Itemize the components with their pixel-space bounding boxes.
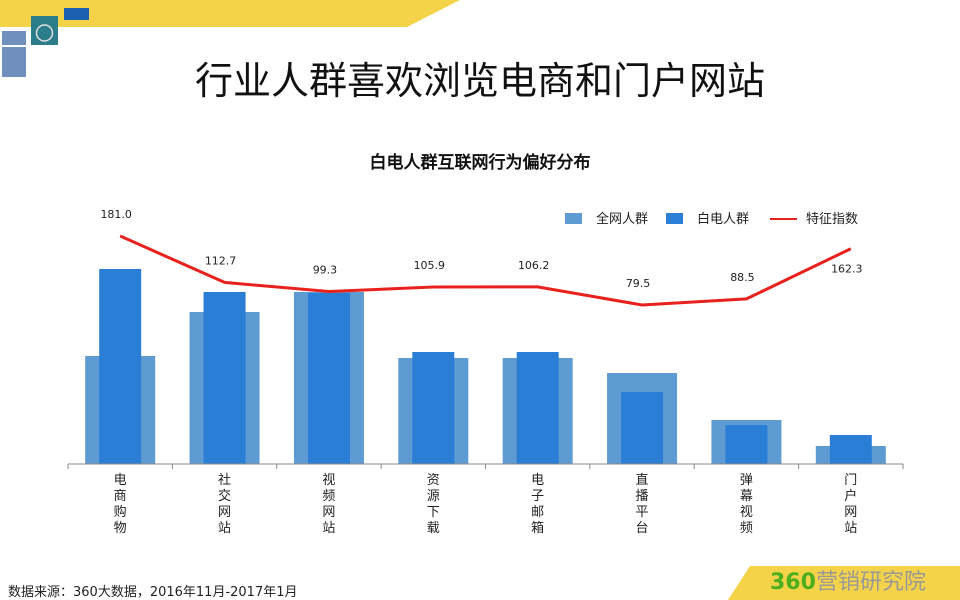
bar-appliance-users xyxy=(307,293,350,464)
page-title: 行业人群喜欢浏览电商和门户网站 xyxy=(194,59,765,103)
brand-text: 营销研究院 xyxy=(815,570,926,595)
x-tick-label: 资 xyxy=(427,473,440,488)
data-label: 181.0 xyxy=(100,208,132,221)
brand-logo: 360营销研究院 xyxy=(770,566,926,600)
x-tick-label: 网 xyxy=(322,505,335,520)
x-tick-label: 频 xyxy=(322,489,335,504)
x-tick-label: 视 xyxy=(322,473,335,488)
data-label: 88.5 xyxy=(730,271,755,284)
index-line xyxy=(119,234,852,307)
x-tick-label: 商 xyxy=(114,489,127,504)
legend-label: 特征指数 xyxy=(806,212,858,227)
x-tick-label: 物 xyxy=(114,521,127,536)
x-tick-label: 幕 xyxy=(740,489,753,504)
x-tick-label: 站 xyxy=(322,521,335,536)
x-tick-label: 播 xyxy=(636,489,649,504)
bar-appliance-users xyxy=(621,392,664,464)
x-tick-label: 源 xyxy=(427,489,440,504)
air-conditioner-icon xyxy=(64,8,89,20)
x-tick-label: 站 xyxy=(844,521,857,536)
x-tick-label: 户 xyxy=(844,488,857,504)
washing-machine-drum xyxy=(35,24,54,42)
x-tick-label: 邮 xyxy=(531,505,544,520)
washing-machine-icon xyxy=(31,16,58,45)
x-tick-label: 载 xyxy=(427,521,440,536)
data-label: 162.3 xyxy=(831,263,863,276)
fridge-icon xyxy=(2,31,26,45)
legend-label: 全网人群 xyxy=(596,211,648,227)
bar-appliance-users xyxy=(412,352,455,464)
x-tick-label: 箱 xyxy=(531,520,544,536)
bar-appliance-users xyxy=(829,435,872,464)
x-tick-label: 平 xyxy=(636,505,649,520)
x-tick-label: 站 xyxy=(218,521,231,536)
x-tick-label: 电 xyxy=(114,473,127,488)
x-tick-label: 网 xyxy=(218,505,231,520)
data-label: 106.2 xyxy=(518,259,550,272)
x-tick-label: 社 xyxy=(218,472,231,488)
bar-appliance-users xyxy=(203,292,246,464)
x-tick-label: 子 xyxy=(531,489,544,504)
chart-title: 白电人群互联网行为偏好分布 xyxy=(369,153,591,173)
x-tick-label: 购 xyxy=(114,504,127,520)
bar-appliance-users xyxy=(725,425,768,464)
x-tick-label: 视 xyxy=(740,505,753,520)
fridge-lower-door xyxy=(2,47,26,77)
x-tick-label: 频 xyxy=(740,521,753,536)
brand-number: 360 xyxy=(770,570,816,595)
appliance-icons xyxy=(2,8,89,77)
bar-appliance-users xyxy=(516,352,559,464)
data-source: 数据来源：360大数据，2016年11月-2017年1月 xyxy=(8,585,298,600)
data-label: 112.7 xyxy=(205,254,237,267)
x-tick-label: 下 xyxy=(427,505,440,520)
x-tick-label: 门 xyxy=(844,473,857,488)
x-tick-label: 直 xyxy=(636,473,649,488)
x-tick-label: 网 xyxy=(844,505,857,520)
legend-swatch xyxy=(565,213,582,224)
data-label: 79.5 xyxy=(626,277,651,290)
x-tick-label: 弹 xyxy=(740,473,753,488)
data-label: 105.9 xyxy=(414,259,446,272)
bar-appliance-users xyxy=(99,269,142,464)
x-tick-label: 交 xyxy=(218,488,231,504)
data-label: 99.3 xyxy=(313,264,338,277)
legend-swatch xyxy=(666,213,683,224)
x-tick-label: 电 xyxy=(531,473,544,488)
legend-label: 白电人群 xyxy=(697,211,749,227)
x-tick-label: 台 xyxy=(636,521,649,536)
brand-band xyxy=(728,566,960,600)
chart: 电商购物社交网站视频网站资源下载电子邮箱直播平台弹幕视频门户网站181.0112… xyxy=(67,208,904,536)
